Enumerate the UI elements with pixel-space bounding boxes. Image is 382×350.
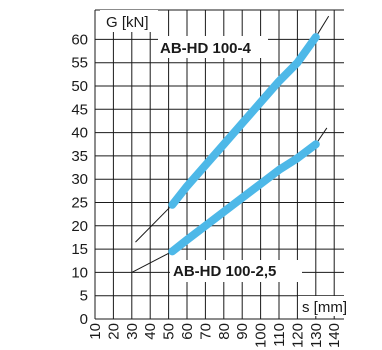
series-lines xyxy=(168,33,320,256)
x-tick-labels: 10 20 30 40 50 60 70 80 90 100 110 120 130 140 xyxy=(87,323,343,348)
x-tick-label: 60 xyxy=(179,323,196,340)
y-tick-label: 50 xyxy=(71,78,88,95)
x-tick-label: 70 xyxy=(197,323,214,340)
x-tick-label: 30 xyxy=(124,323,141,340)
y-tick-label: 15 xyxy=(71,241,88,258)
x-tick-label: 120 xyxy=(289,323,306,348)
series-label-lower: AB-HD 100-2,5 xyxy=(173,263,276,280)
y-tick-label: 10 xyxy=(71,264,88,281)
y-tick-label: 35 xyxy=(71,148,88,165)
y-tick-label: 5 xyxy=(80,288,88,305)
y-tick-label: 40 xyxy=(71,125,88,142)
y-tick-label: 55 xyxy=(71,55,88,72)
series-label-upper: AB-HD 100-4 xyxy=(160,40,252,57)
x-tick-label: 10 xyxy=(87,323,104,340)
series-label-lower-box xyxy=(170,260,302,282)
x-tick-label: 100 xyxy=(253,323,270,348)
y-tick-label: 20 xyxy=(71,218,88,235)
x-tick-label: 20 xyxy=(105,323,122,340)
x-tick-label: 40 xyxy=(142,323,159,340)
y-tick-label: 30 xyxy=(71,171,88,188)
y-tick-label: 60 xyxy=(71,31,88,48)
x-tick-label: 140 xyxy=(326,323,343,348)
x-axis-label: s [mm] xyxy=(302,299,347,316)
y-tick-label: 25 xyxy=(71,195,88,212)
x-tick-label: 130 xyxy=(308,323,325,348)
y-tick-label: 0 xyxy=(80,311,88,328)
y-axis-label: G [kN] xyxy=(106,14,149,31)
series-line-ab-hd-100-4 xyxy=(168,33,320,209)
y-tick-label: 45 xyxy=(71,101,88,118)
series-label-upper-box xyxy=(158,36,268,58)
series-line-ab-hd-100-2-5 xyxy=(168,140,320,256)
x-axis-label-box xyxy=(298,296,348,316)
x-tick-label: 110 xyxy=(271,323,288,347)
guide-lines xyxy=(131,15,330,273)
y-tick-labels: 0 5 10 15 20 25 30 35 40 45 50 55 60 xyxy=(71,31,88,328)
guide-line xyxy=(315,15,330,38)
x-tick-label: 90 xyxy=(234,323,251,340)
y-axis-label-box xyxy=(100,10,158,32)
guide-line xyxy=(131,250,173,273)
x-tick-label: 50 xyxy=(161,323,178,340)
x-tick-label: 80 xyxy=(216,323,233,340)
guide-line xyxy=(135,204,173,243)
